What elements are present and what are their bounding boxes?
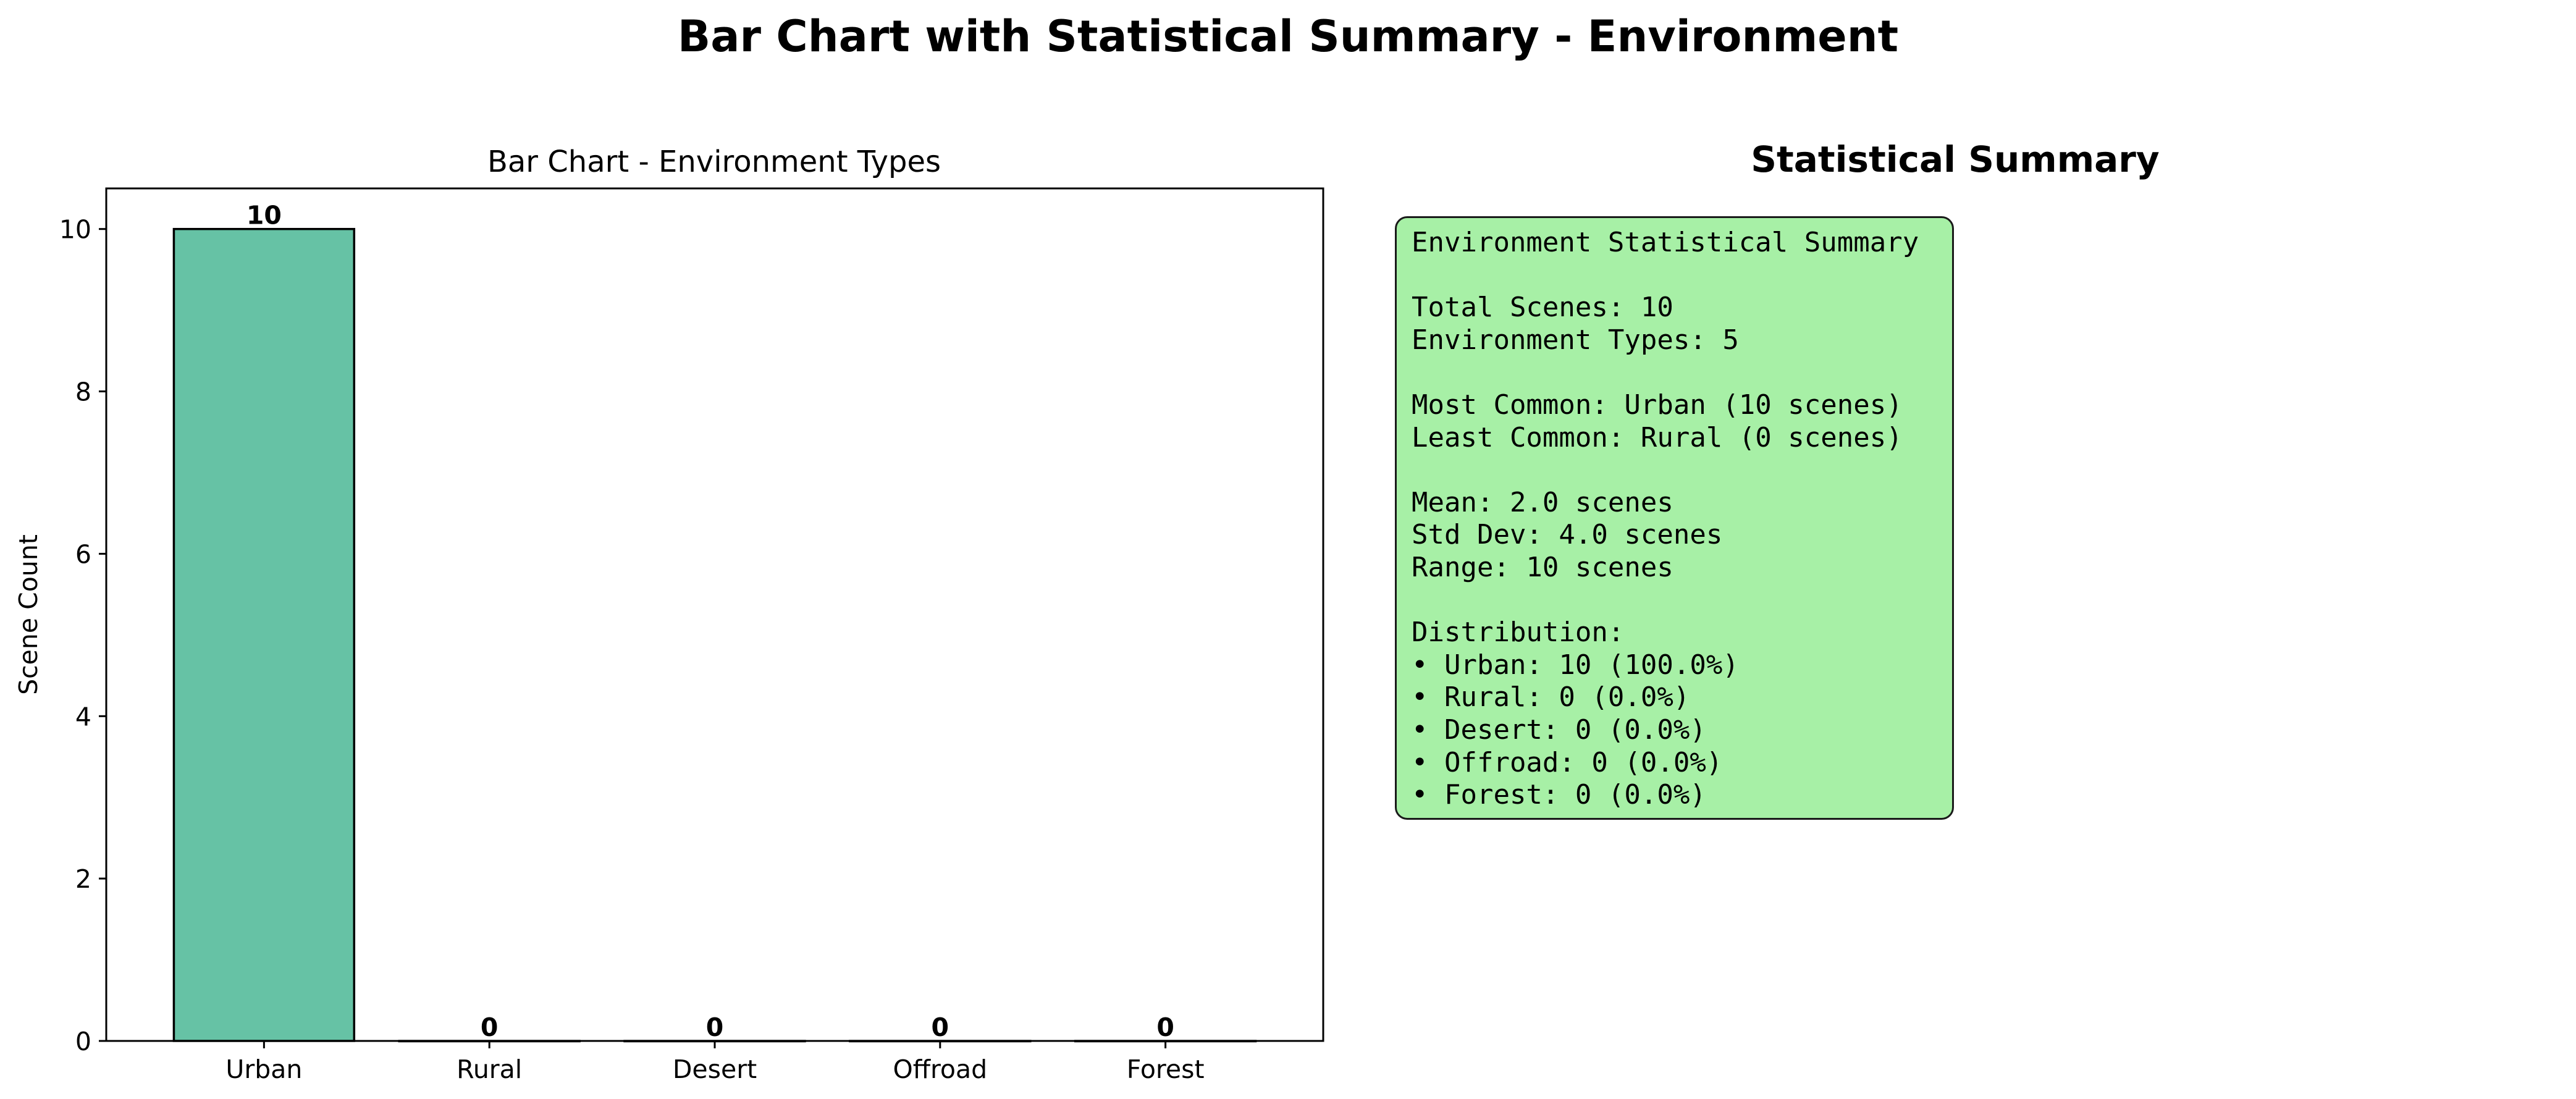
- y-tick-label: 10: [59, 215, 91, 245]
- stats-line: • Urban: 10 (100.0%): [1412, 649, 1739, 681]
- stats-line: • Forest: 0 (0.0%): [1412, 779, 1706, 811]
- x-tick-label-desert: Desert: [673, 1055, 757, 1084]
- bar-urban: [172, 227, 356, 1042]
- stats-line: Std Dev: 4.0 scenes: [1412, 519, 1723, 551]
- stats-line: Total Scenes: 10: [1412, 292, 1673, 324]
- stats-blank-line: [1412, 584, 1952, 617]
- stats-line: Environment Statistical Summary: [1412, 227, 1919, 258]
- stats-line: Environment Types: 5: [1412, 324, 1739, 356]
- stats-title: Statistical Summary: [1751, 138, 2160, 180]
- chart-title: Bar Chart - Environment Types: [487, 145, 941, 179]
- y-tick-label: 0: [75, 1027, 91, 1056]
- x-tick-label-urban: Urban: [225, 1055, 302, 1084]
- stats-summary-box: Environment Statistical Summary Total Sce…: [1395, 216, 1954, 820]
- stats-line: Mean: 2.0 scenes: [1412, 486, 1673, 518]
- stats-line: Range: 10 scenes: [1412, 551, 1673, 583]
- data-label-rural: 0: [481, 1013, 499, 1042]
- stats-blank-line: [1412, 356, 1952, 389]
- x-tick-label-offroad: Offroad: [893, 1055, 987, 1084]
- y-tick-label: 2: [75, 864, 91, 894]
- stats-blank-line: [1412, 259, 1952, 292]
- y-tick-label: 6: [75, 539, 91, 569]
- stats-blank-line: [1412, 454, 1952, 487]
- data-label-forest: 0: [1156, 1013, 1174, 1042]
- stats-line: Least Common: Rural (0 scenes): [1412, 421, 1903, 453]
- data-label-offroad: 0: [932, 1013, 949, 1042]
- x-tick-label-forest: Forest: [1127, 1055, 1205, 1084]
- stats-line: • Desert: 0 (0.0%): [1412, 714, 1706, 746]
- stats-line: Distribution:: [1412, 617, 1625, 649]
- y-axis-label: Scene Count: [14, 534, 43, 695]
- stats-line: Most Common: Urban (10 scenes): [1412, 389, 1903, 421]
- stats-line: • Rural: 0 (0.0%): [1412, 681, 1690, 714]
- y-tick-label: 8: [75, 377, 91, 407]
- data-label-desert: 0: [706, 1013, 724, 1042]
- figure-title: Bar Chart with Statistical Summary - Env…: [677, 11, 1899, 62]
- x-tick-label-rural: Rural: [457, 1055, 522, 1084]
- data-label-urban: 10: [246, 201, 282, 230]
- stats-line: • Offroad: 0 (0.0%): [1412, 746, 1723, 778]
- y-tick-label: 4: [75, 702, 91, 731]
